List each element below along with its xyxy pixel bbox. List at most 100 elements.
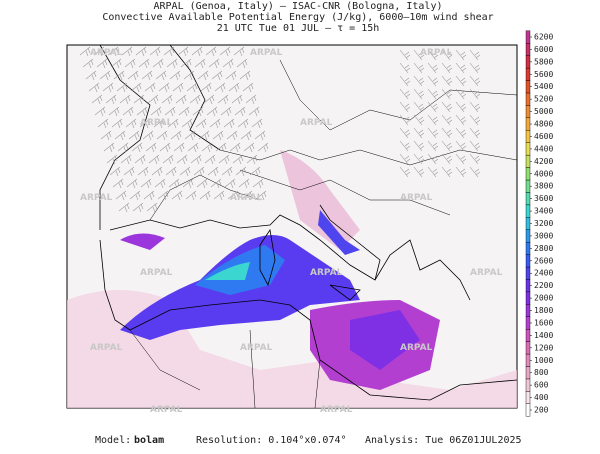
colorbar-band [525,43,531,56]
colorbar-band [525,55,531,69]
barb [223,118,235,129]
colorbar-band [525,67,531,81]
barb [177,46,189,57]
barb [455,153,467,165]
barb [469,75,481,87]
barb [227,190,239,201]
barb [469,49,481,61]
barb [441,127,453,139]
colorbar-band [525,328,531,342]
barb [231,94,243,105]
barb [399,75,411,87]
barb [151,166,163,177]
colorbar-label: 5600 [534,70,553,79]
watermark: ARPAL [140,268,173,278]
barb [210,178,222,189]
barb [155,70,167,81]
colorbar-label: 4600 [534,132,553,141]
barb [441,114,453,126]
title-line: ARPAL (Genoa, Italy) – ISAC-CNR (Bologna… [154,1,443,12]
barb [189,94,201,105]
barb [118,202,130,213]
barb [399,49,411,61]
barb [127,70,139,81]
barb [125,118,137,129]
barb [192,106,204,117]
colorbar-band [525,142,531,156]
barb [455,75,467,87]
barb [130,82,142,93]
barb [413,153,425,165]
barb [142,130,154,141]
barb [123,166,135,177]
barb [93,46,105,57]
footer-model: bolam [134,435,164,446]
barb [206,106,218,117]
barb [166,58,178,69]
barb [219,46,231,57]
barb [171,190,183,201]
barb [237,118,249,129]
barb [469,62,481,74]
colorbar-label: 4400 [534,144,553,153]
barb [114,130,126,141]
barb [170,130,182,141]
colorbar-band [525,154,531,168]
colorbar-band [525,316,531,330]
barb [205,46,217,57]
barb [122,106,134,117]
colorbar-label: 800 [534,368,549,377]
watermark: ARPAL [230,193,263,203]
barb [249,166,261,177]
footer-label: Model: [95,435,131,446]
coastline [99,44,518,401]
colorbar: 200 400 600 800 1000 1200 1400 1600 1800 2000 2200… [525,30,553,417]
barb [113,70,125,81]
colorbar-label: 1800 [534,306,553,315]
barb [427,75,439,87]
title-line: 21 UTC Tue 01 JUL – τ = 15h [217,23,380,34]
barb [225,70,237,81]
cape-field [280,150,360,250]
barb [194,58,206,69]
barb [399,88,411,100]
colorbar-band [525,241,531,255]
barb [229,142,241,153]
barb [413,62,425,74]
watermark: ARPAL [90,343,123,353]
barb [199,190,211,201]
barb [168,178,180,189]
colorbar-label: 4800 [534,120,553,129]
barb [399,101,411,113]
barb [238,178,250,189]
barb [195,118,207,129]
barb [140,178,152,189]
colorbar-band [525,30,531,44]
barb [91,94,103,105]
colorbar-band [525,254,531,268]
barb [106,154,118,165]
watermark: ARPAL [240,343,273,353]
barb [232,154,244,165]
colorbar-band [525,291,531,305]
barb [79,46,91,57]
barb [184,130,196,141]
colorbar-label: 3400 [534,207,553,216]
barb [455,88,467,100]
colorbar-band [525,378,531,392]
barb [399,153,411,165]
barb [222,58,234,69]
colorbar-label: 400 [534,393,549,402]
barb [119,94,131,105]
barb [153,118,165,129]
barb [427,153,439,165]
colorbar-band [525,366,531,380]
barb [112,178,124,189]
barb [144,82,156,93]
barb [97,118,109,129]
barb [161,94,173,105]
barb [150,106,162,117]
barb [107,46,119,57]
barb [455,140,467,152]
colorbar-band [525,204,531,218]
